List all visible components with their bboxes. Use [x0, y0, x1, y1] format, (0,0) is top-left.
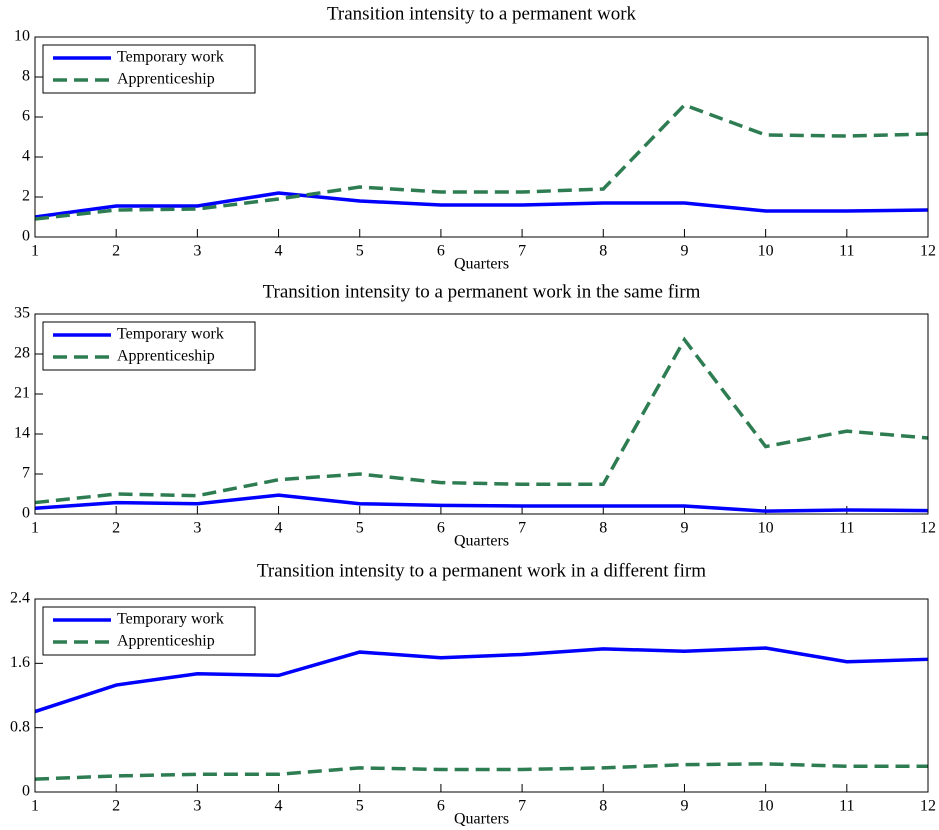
x-tick-label: 12 — [920, 520, 936, 537]
x-tick-label: 4 — [275, 243, 283, 260]
y-tick-label: 0.8 — [10, 718, 30, 735]
y-tick-label: 28 — [14, 345, 30, 362]
x-tick-label: 10 — [758, 520, 774, 537]
x-axis-label: Quarters — [454, 811, 509, 828]
x-axis-label: Quarters — [454, 533, 509, 550]
legend-label: Apprenticeship — [117, 633, 215, 650]
x-tick-label: 8 — [599, 798, 607, 815]
y-tick-label: 1.6 — [10, 654, 30, 671]
plot-frame — [34, 598, 929, 793]
legend-label: Apprenticeship — [117, 348, 215, 365]
chart-title: Transition intensity to a permanent work… — [257, 560, 706, 581]
legend-label: Temporary work — [117, 611, 224, 628]
x-tick-label: 12 — [920, 243, 936, 260]
x-tick-label: 4 — [275, 520, 283, 537]
x-tick-label: 6 — [437, 243, 445, 260]
x-tick-label: 10 — [758, 798, 774, 815]
x-tick-label: 3 — [193, 798, 201, 815]
x-axis-label: Quarters — [454, 256, 509, 273]
chart-title: Transition intensity to a permanent work… — [263, 281, 701, 302]
plot-frame — [34, 36, 929, 238]
y-tick-label: 6 — [22, 108, 30, 125]
plot-frame — [34, 313, 929, 515]
y-tick-label: 4 — [22, 148, 30, 165]
y-tick-label: 21 — [14, 385, 30, 402]
y-tick-label: 7 — [22, 465, 30, 482]
x-tick-label: 9 — [680, 243, 688, 260]
legend-box — [42, 44, 256, 94]
x-tick-label: 10 — [758, 243, 774, 260]
y-tick-label: 0 — [22, 783, 30, 800]
y-tick-label: 10 — [14, 28, 30, 45]
legend-label: Apprenticeship — [117, 71, 215, 88]
x-tick-label: 9 — [680, 798, 688, 815]
x-tick-label: 6 — [437, 520, 445, 537]
x-tick-label: 3 — [193, 520, 201, 537]
x-tick-label: 11 — [839, 243, 854, 260]
series-line — [34, 493, 929, 513]
x-tick-label: 2 — [112, 243, 120, 260]
y-tick-label: 0 — [22, 228, 30, 245]
x-tick-label: 5 — [356, 243, 364, 260]
y-tick-label: 8 — [22, 68, 30, 85]
y-tick-label: 2.4 — [10, 590, 30, 607]
y-tick-label: 35 — [14, 305, 30, 322]
legend-box — [42, 606, 256, 656]
series-line — [34, 191, 929, 219]
y-tick-label: 14 — [14, 425, 30, 442]
x-tick-label: 5 — [356, 798, 364, 815]
legend-label: Temporary work — [117, 326, 224, 343]
series-line — [34, 762, 928, 781]
x-tick-label: 4 — [275, 798, 283, 815]
x-tick-label: 5 — [356, 520, 364, 537]
legend-label: Temporary work — [117, 49, 224, 66]
x-tick-label: 7 — [518, 798, 526, 815]
x-tick-label: 11 — [839, 520, 854, 537]
x-tick-label: 7 — [518, 243, 526, 260]
series-line — [34, 102, 929, 221]
x-tick-label: 9 — [680, 520, 688, 537]
x-tick-label: 1 — [31, 243, 39, 260]
chart-title: Transition intensity to a permanent work — [327, 3, 637, 24]
x-tick-label: 2 — [112, 520, 120, 537]
x-tick-label: 1 — [31, 520, 39, 537]
x-tick-label: 3 — [193, 243, 201, 260]
x-tick-label: 8 — [599, 243, 607, 260]
x-tick-label: 11 — [839, 798, 854, 815]
series-line — [34, 336, 929, 505]
x-tick-label: 8 — [599, 520, 607, 537]
x-tick-label: 2 — [112, 798, 120, 815]
y-tick-label: 0 — [22, 505, 30, 522]
legend-box — [42, 321, 256, 371]
y-tick-label: 2 — [22, 188, 30, 205]
series-line — [34, 646, 929, 714]
x-tick-label: 12 — [920, 798, 936, 815]
x-tick-label: 1 — [31, 798, 39, 815]
x-tick-label: 6 — [437, 798, 445, 815]
x-tick-label: 7 — [518, 520, 526, 537]
